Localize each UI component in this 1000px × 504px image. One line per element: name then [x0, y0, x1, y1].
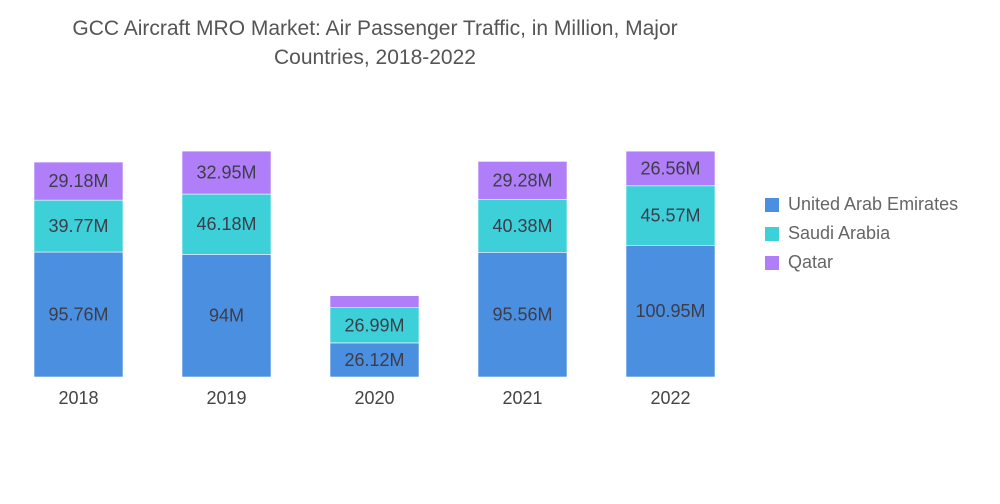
legend-label: Saudi Arabia	[788, 223, 891, 243]
bar-segment-saudi-arabia-2022[interactable]	[625, 185, 716, 246]
x-tick-label-2018: 2018	[58, 388, 98, 408]
legend-item-saudi-arabia[interactable]: Saudi Arabia	[765, 219, 958, 248]
bar-segment-saudi-arabia-2020[interactable]	[329, 307, 420, 344]
legend-item-united-arab-emirates[interactable]: United Arab Emirates	[765, 190, 958, 219]
legend: United Arab Emirates Saudi Arabia Qatar	[765, 190, 958, 277]
x-tick-label-2022: 2022	[650, 388, 690, 408]
legend-swatch	[765, 255, 779, 270]
bar-segment-qatar-2019[interactable]	[181, 150, 272, 195]
bar-segment-united-arab-emirates-2022[interactable]	[625, 244, 716, 378]
bar-segment-qatar-2020[interactable]	[329, 295, 420, 308]
bar-segment-qatar-2018[interactable]	[33, 161, 124, 201]
legend-label: Qatar	[788, 252, 834, 272]
segment-labels-group: 95.76M 39.77M 29.18M 94M 46.18M 32.95M 26.12M 2…	[48, 158, 705, 369]
bar-segment-saudi-arabia-2018[interactable]	[33, 199, 124, 253]
data-label-saudi-arabia-2021: 40.38M	[492, 216, 552, 236]
data-label-united-arab-emirates-2018: 95.76M	[48, 305, 108, 325]
bars-group	[33, 150, 716, 378]
data-label-qatar-2019: 32.95M	[196, 163, 256, 183]
data-label-saudi-arabia-2018: 39.77M	[48, 216, 108, 236]
x-tick-label-2021: 2021	[502, 388, 542, 408]
data-label-qatar-2021: 29.28M	[492, 170, 552, 190]
data-label-united-arab-emirates-2022: 100.95M	[635, 301, 705, 321]
data-label-saudi-arabia-2020: 26.99M	[344, 315, 404, 335]
legend-swatch	[765, 226, 779, 241]
chart-title: GCC Aircraft MRO Market: Air Passenger T…	[0, 14, 750, 72]
chart-title-line-1: GCC Aircraft MRO Market: Air Passenger T…	[72, 17, 678, 40]
bar-segment-saudi-arabia-2021[interactable]	[477, 199, 568, 253]
bar-segment-united-arab-emirates-2019[interactable]	[181, 254, 272, 378]
x-axis-ticks: 2018 2019 2020 2021 2022	[58, 388, 690, 408]
x-tick-label-2020: 2020	[354, 388, 394, 408]
data-label-saudi-arabia-2019: 46.18M	[196, 214, 256, 234]
data-label-saudi-arabia-2022: 45.57M	[640, 206, 700, 226]
legend-item-qatar[interactable]: Qatar	[765, 248, 958, 277]
x-tick-label-2019: 2019	[206, 388, 246, 408]
legend-swatch	[765, 197, 779, 212]
chart-title-line-2: Countries, 2018-2022	[274, 46, 476, 69]
legend-label: United Arab Emirates	[788, 194, 959, 214]
data-label-united-arab-emirates-2020: 26.12M	[344, 350, 404, 370]
bar-segment-united-arab-emirates-2020[interactable]	[329, 342, 420, 378]
data-label-qatar-2018: 29.18M	[48, 171, 108, 191]
bar-segment-united-arab-emirates-2018[interactable]	[33, 251, 124, 378]
bar-segment-qatar-2022[interactable]	[625, 150, 716, 187]
data-label-qatar-2022: 26.56M	[640, 158, 700, 178]
bar-segment-qatar-2021[interactable]	[477, 161, 568, 200]
data-label-united-arab-emirates-2021: 95.56M	[492, 305, 552, 325]
data-label-united-arab-emirates-2019: 94M	[209, 306, 244, 326]
